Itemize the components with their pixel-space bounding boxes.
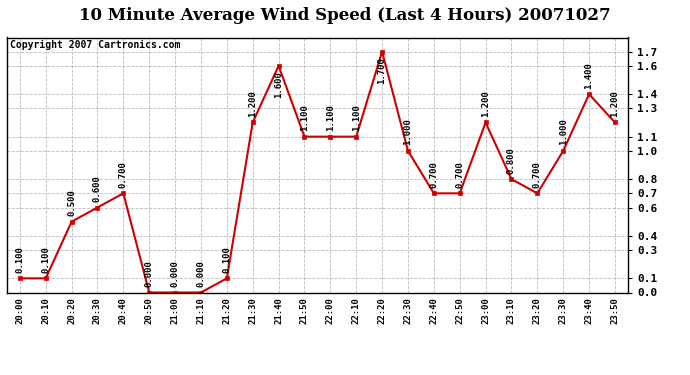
Text: 0.700: 0.700 — [455, 161, 464, 188]
Text: 0.100: 0.100 — [41, 246, 50, 273]
Text: 1.400: 1.400 — [584, 62, 593, 88]
Text: 0.500: 0.500 — [67, 189, 76, 216]
Text: 0.000: 0.000 — [197, 260, 206, 287]
Text: 0.000: 0.000 — [145, 260, 154, 287]
Text: 0.700: 0.700 — [119, 161, 128, 188]
Text: 1.100: 1.100 — [326, 104, 335, 131]
Text: 0.100: 0.100 — [222, 246, 231, 273]
Text: 1.100: 1.100 — [300, 104, 309, 131]
Text: 0.700: 0.700 — [533, 161, 542, 188]
Text: 1.600: 1.600 — [274, 71, 283, 98]
Text: 1.000: 1.000 — [559, 118, 568, 145]
Text: 0.700: 0.700 — [429, 161, 438, 188]
Text: 1.200: 1.200 — [611, 90, 620, 117]
Text: Copyright 2007 Cartronics.com: Copyright 2007 Cartronics.com — [10, 40, 180, 50]
Text: 1.700: 1.700 — [377, 57, 386, 84]
Text: 1.100: 1.100 — [352, 104, 361, 131]
Text: 0.100: 0.100 — [15, 246, 24, 273]
Text: 0.000: 0.000 — [170, 260, 179, 287]
Text: 1.200: 1.200 — [248, 90, 257, 117]
Text: 0.800: 0.800 — [507, 147, 516, 174]
Text: 0.600: 0.600 — [93, 175, 102, 202]
Text: 1.000: 1.000 — [404, 118, 413, 145]
Text: 1.200: 1.200 — [481, 90, 490, 117]
Text: 10 Minute Average Wind Speed (Last 4 Hours) 20071027: 10 Minute Average Wind Speed (Last 4 Hou… — [79, 8, 611, 24]
